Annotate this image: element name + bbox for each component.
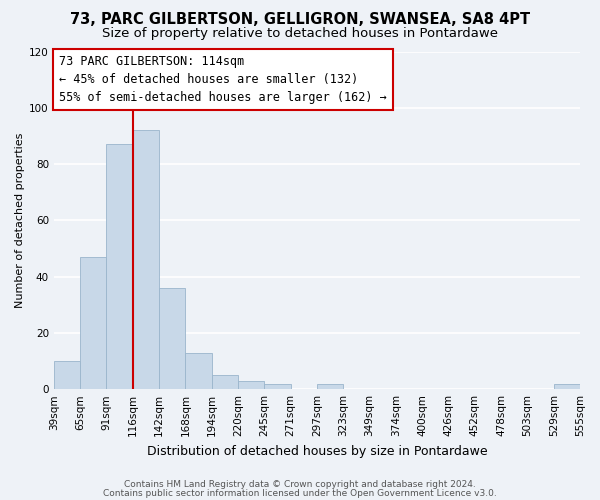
Bar bbox=[106, 144, 133, 389]
Text: 73, PARC GILBERTSON, GELLIGRON, SWANSEA, SA8 4PT: 73, PARC GILBERTSON, GELLIGRON, SWANSEA,… bbox=[70, 12, 530, 28]
Bar bbox=[317, 384, 343, 389]
Bar bbox=[264, 384, 290, 389]
Bar bbox=[185, 352, 212, 389]
Text: Size of property relative to detached houses in Pontardawe: Size of property relative to detached ho… bbox=[102, 28, 498, 40]
Bar bbox=[212, 375, 238, 389]
Bar bbox=[80, 257, 106, 389]
Bar bbox=[54, 361, 80, 389]
Text: 73 PARC GILBERTSON: 114sqm
← 45% of detached houses are smaller (132)
55% of sem: 73 PARC GILBERTSON: 114sqm ← 45% of deta… bbox=[59, 55, 387, 104]
Text: Contains public sector information licensed under the Open Government Licence v3: Contains public sector information licen… bbox=[103, 489, 497, 498]
Bar bbox=[238, 380, 264, 389]
Bar bbox=[554, 384, 580, 389]
X-axis label: Distribution of detached houses by size in Pontardawe: Distribution of detached houses by size … bbox=[146, 444, 487, 458]
Text: Contains HM Land Registry data © Crown copyright and database right 2024.: Contains HM Land Registry data © Crown c… bbox=[124, 480, 476, 489]
Y-axis label: Number of detached properties: Number of detached properties bbox=[15, 132, 25, 308]
Bar bbox=[159, 288, 185, 389]
Bar bbox=[133, 130, 159, 389]
